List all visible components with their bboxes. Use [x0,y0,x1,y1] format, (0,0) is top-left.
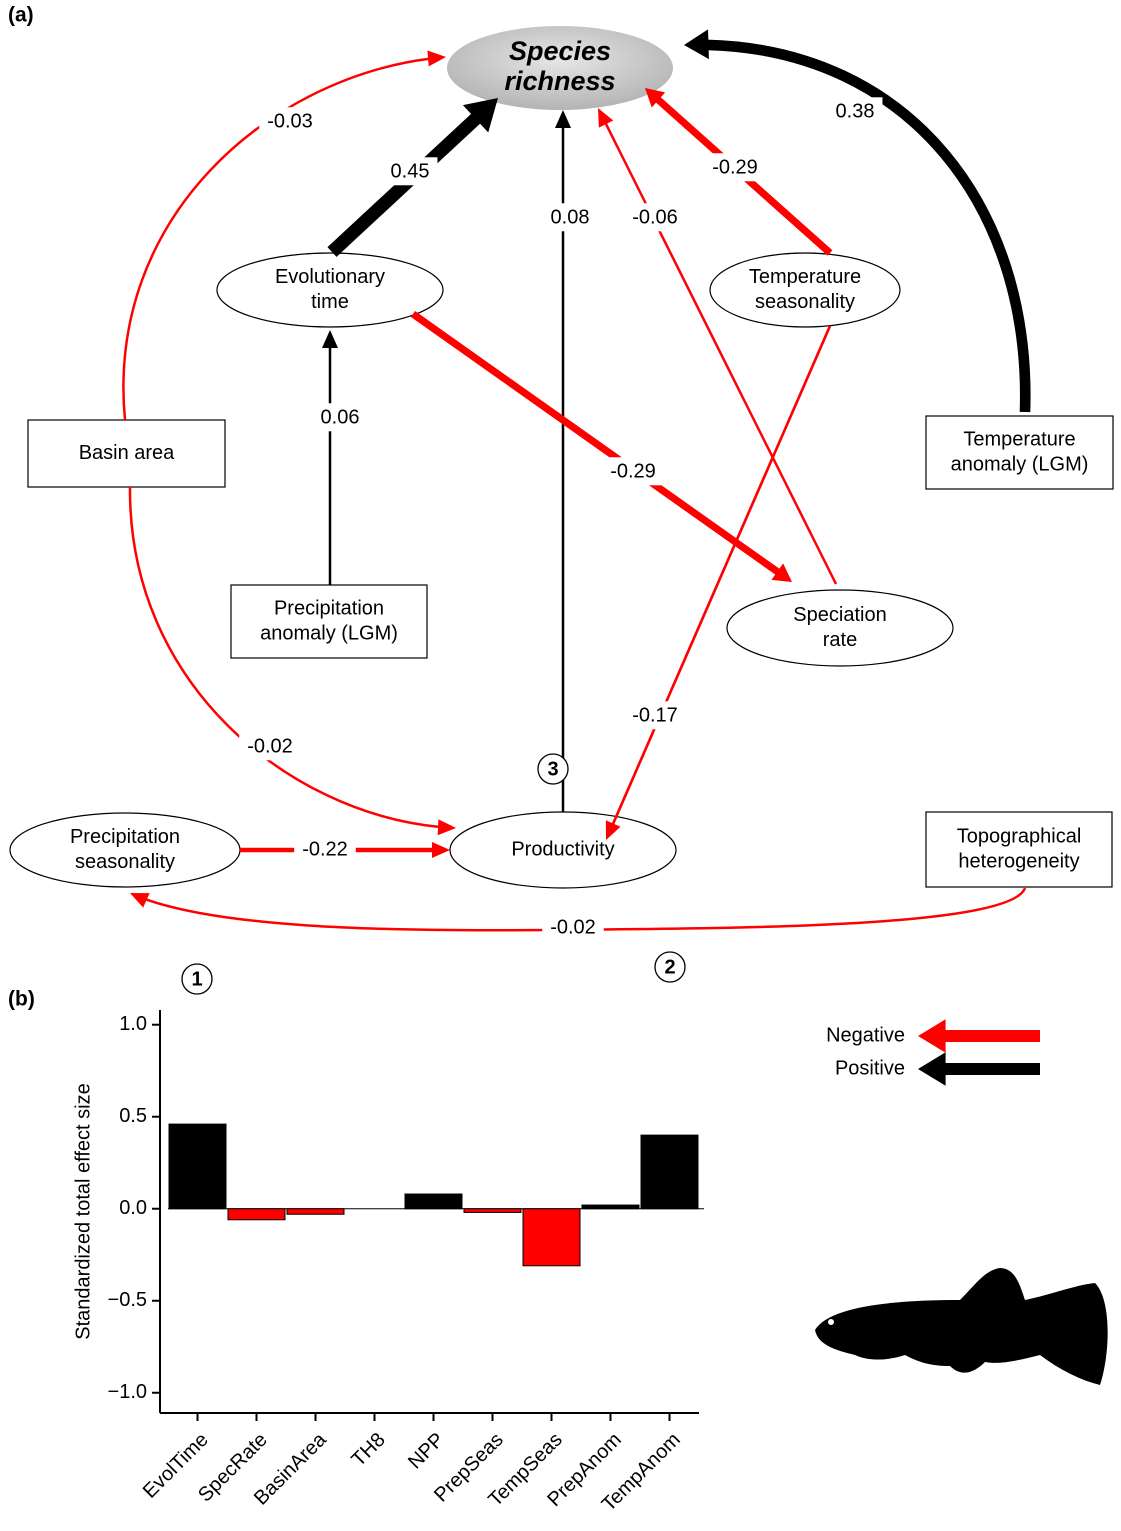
arrowhead [322,330,338,348]
node-label: Species [509,36,611,66]
bar [287,1209,344,1215]
edge-coefficient: -0.22 [302,838,348,860]
y-tick-label: −1.0 [108,1381,147,1403]
bar [523,1209,580,1266]
edge-coefficient: -0.29 [712,156,758,178]
panel-label: (a) [8,4,34,27]
x-tick-label: TH8 [347,1429,389,1471]
arrowhead [684,29,709,59]
node-label: Speciation [793,604,886,626]
node-label: Precipitation [70,826,180,848]
edge-coefficient: 0.06 [321,406,360,428]
bar [582,1205,639,1209]
node-label: Basin area [79,442,175,464]
node-label: Precipitation [274,597,384,619]
edge-coefficient: -0.17 [632,704,678,726]
node-label: Topographical [957,825,1082,847]
annotation-label: 3 [547,758,558,780]
bar [228,1209,285,1220]
arrowhead [555,110,571,128]
arrowhead [438,819,456,835]
edge-coefficient: 0.08 [551,206,590,228]
panel-label: (b) [8,988,35,1011]
path-edge [606,326,830,840]
legend-label: Positive [835,1057,905,1079]
y-tick-label: 1.0 [119,1013,147,1035]
edge-coefficient: 0.38 [836,100,875,122]
node-label: anomaly (LGM) [951,453,1089,475]
y-axis-title: Standardized total effect size [72,1083,94,1339]
bar [405,1194,462,1209]
arrowhead [918,1019,946,1053]
y-tick-label: −0.5 [108,1289,147,1311]
arrowhead [918,1052,946,1086]
node-label: seasonality [75,851,175,873]
node-label: Temperature [749,266,861,288]
fish-eye [828,1319,834,1325]
node-label: rate [823,629,857,651]
x-tick-label: NPP [404,1429,449,1474]
node-label: Productivity [511,838,614,860]
node-label: Evolutionary [275,266,385,288]
edge-coefficient: -0.03 [267,110,313,132]
y-tick-label: 0.5 [119,1105,147,1127]
node-label: anomaly (LGM) [260,622,398,644]
fish-silhouette [815,1268,1108,1385]
annotation-label: 2 [664,956,675,978]
arrowhead [427,50,446,66]
edge-coefficient: 0.45 [391,160,430,182]
y-tick-label: 0.0 [119,1197,147,1219]
node-label: time [311,291,349,313]
figure: (a) (b) Speciesrichness Evolutionary time T… [0,0,1121,1531]
node-label: heterogeneity [958,850,1079,872]
node-label: seasonality [755,291,855,313]
edge-coefficient: -0.29 [610,460,656,482]
legend-label: Negative [826,1024,905,1046]
edge-coefficient: -0.02 [247,735,293,757]
annotation-label: 1 [191,968,202,990]
edge-coefficient: -0.06 [632,206,678,228]
edge-coefficient: -0.02 [550,916,596,938]
node-label: Temperature [963,428,1075,450]
node-label: richness [504,66,615,96]
bar [464,1209,521,1213]
bar [641,1135,698,1209]
arrowhead [432,842,450,858]
bar [169,1124,226,1209]
